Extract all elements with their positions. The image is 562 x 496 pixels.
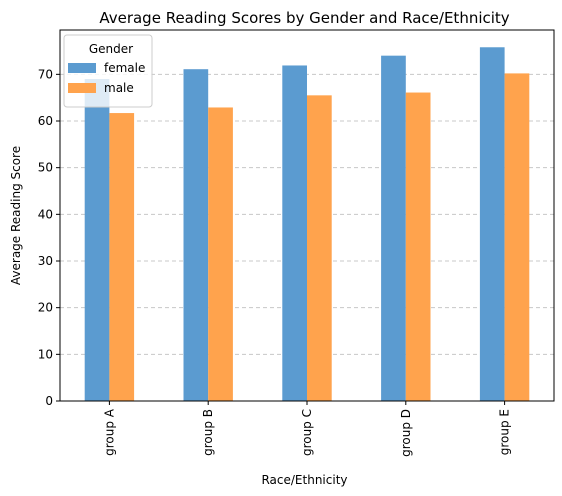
y-tick-label: 60 [38,114,53,128]
y-axis-label: Average Reading Score [9,146,23,285]
y-tick-label: 40 [38,207,53,221]
x-axis: group A group B group C group D group E [102,401,512,457]
y-axis: 0 10 20 30 40 50 60 70 [38,67,60,408]
legend: Gender female male [63,34,153,108]
x-tick-label: group B [201,409,215,456]
y-tick-label: 70 [38,67,53,81]
bar-male [504,73,530,402]
chart-title: Average Reading Scores by Gender and Rac… [99,9,509,27]
bar-male [109,113,135,402]
x-tick-label: group E [498,409,512,455]
bar-female [84,79,110,401]
legend-swatch-female [68,63,96,73]
bar-male [208,107,233,401]
y-tick-label: 30 [38,254,53,268]
bar-female [479,47,505,402]
x-axis-label: Race/Ethnicity [261,473,347,487]
y-tick-label: 10 [38,347,53,361]
x-tick-label: group A [102,408,116,456]
bars [84,47,530,402]
bar-male [405,92,431,402]
bar-female [183,69,209,401]
y-tick-label: 50 [38,161,53,175]
legend-label-female: female [104,61,145,75]
y-tick-label: 0 [45,394,53,408]
bar-female [282,65,307,401]
legend-label-male: male [104,81,134,95]
x-tick-label: group D [399,409,413,457]
x-tick-label: group C [300,409,314,456]
bar-female [381,55,406,402]
legend-swatch-male [68,83,96,93]
bar-male [307,95,332,401]
y-tick-label: 20 [38,301,53,315]
legend-title: Gender [89,42,133,56]
legend-items: female male [68,61,145,95]
